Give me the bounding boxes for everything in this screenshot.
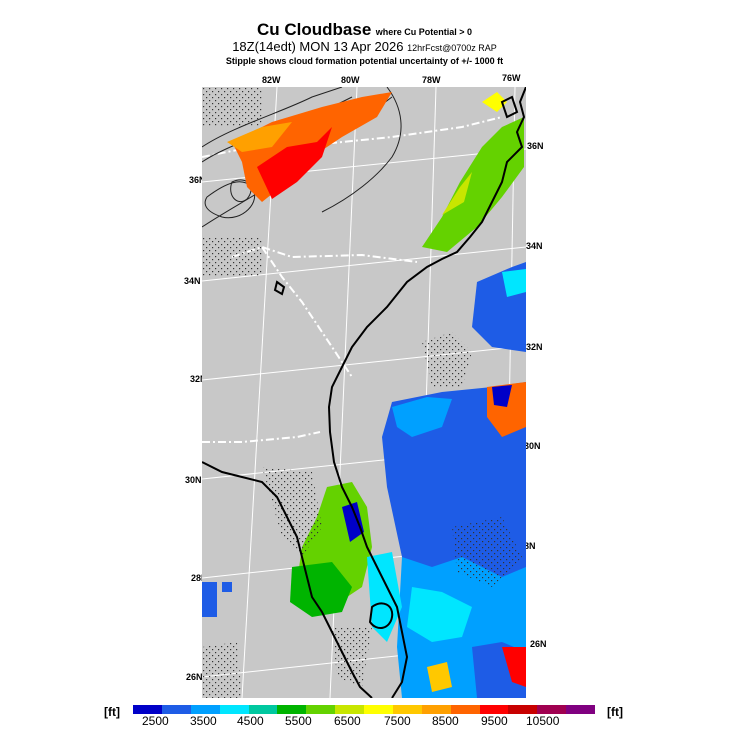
region-navy-offshore: [492, 385, 512, 407]
lake-okeechobee: [368, 602, 394, 629]
colorbar-cell: [190, 705, 220, 714]
lon-label-78w: 78W: [422, 75, 441, 85]
lat-label-28n: 28N: [191, 573, 208, 583]
colorbar-cell: [566, 705, 595, 714]
border-sc-ga: [261, 246, 353, 378]
lat-label-right-30n: 30N: [524, 441, 541, 451]
colorbar-tick-2500: 2500: [142, 714, 169, 728]
colorbar-cell: [335, 705, 364, 714]
colorbar-tick-4500: 4500: [237, 714, 264, 728]
colorbar-tick-9500: 9500: [481, 714, 508, 728]
lat-label-30n: 30N: [185, 475, 202, 485]
colorbar-unit-left: [ft]: [104, 705, 120, 719]
colorbar-cell: [421, 705, 451, 714]
cloudbase-region-florida: [202, 482, 402, 642]
uncertainty-stipple: [202, 87, 522, 698]
colorbar-tick-3500: 3500: [190, 714, 217, 728]
forecast-info-text: 12hrFcst@0700z RAP: [407, 43, 497, 53]
region-red-south: [502, 647, 526, 687]
region-red: [257, 127, 332, 199]
lon-label-76w: 76W: [502, 73, 521, 83]
lon-label-80w: 80W: [341, 75, 360, 85]
outer-banks: [500, 95, 519, 119]
lat-label-right-34n: 34N: [526, 241, 543, 251]
colorbar-cell: [219, 705, 249, 714]
parallel-32n: [202, 345, 526, 381]
map-panel: [202, 87, 526, 698]
region-green-fl: [290, 562, 352, 617]
colorbar-cell: [450, 705, 480, 714]
region-yellowgreen: [442, 172, 472, 215]
lat-label-26n: 26N: [186, 672, 203, 682]
colorbar-unit-right: [ft]: [607, 705, 623, 719]
region-gold-south: [427, 662, 452, 692]
map-svg: [202, 87, 526, 698]
gulf-coastline: [202, 461, 373, 698]
region-yellow: [482, 92, 507, 112]
colorbar-tick-7500: 7500: [384, 714, 411, 728]
colorbar-cell: [277, 705, 307, 714]
border-va-nc: [202, 116, 503, 158]
lat-label-right-28n: 28N: [519, 541, 536, 551]
region-lightblue-north: [392, 397, 452, 437]
colorbar-cell: [508, 705, 538, 714]
chart-subtitle: 18Z(14edt) MON 13 Apr 2026 12hrFcst@0700…: [0, 39, 729, 54]
colorbar-cell: [133, 705, 162, 714]
colorbar-tick-10500: 10500: [526, 714, 560, 728]
region-navy-fl: [342, 502, 364, 542]
lon-label-82w: 82W: [262, 75, 281, 85]
colorbar-cell: [248, 705, 278, 714]
colorbar-cell: [392, 705, 422, 714]
atlantic-coastline: [327, 87, 526, 698]
lat-label-32n: 32N: [190, 374, 207, 384]
region-cyan-north: [502, 269, 526, 297]
lat-label-right-26n: 26N: [530, 639, 547, 649]
colorbar-tick-8500: 8500: [432, 714, 459, 728]
title-main-subtext: where Cu Potential > 0: [375, 27, 473, 37]
lat-label-right-32n: 32N: [526, 342, 543, 352]
coastlines: [202, 87, 526, 698]
region-blue-gulf: [202, 582, 217, 617]
region-lightgreen: [422, 117, 524, 252]
colorbar-cell: [306, 705, 336, 714]
region-cyan-fl: [367, 552, 402, 642]
region-amber: [227, 122, 292, 152]
colorbar-cell: [537, 705, 567, 714]
cloudbase-region-atlantic: [382, 262, 526, 698]
colorbar: [133, 705, 595, 714]
border-ga-fl: [202, 431, 321, 443]
colorbar-tick-5500: 5500: [285, 714, 312, 728]
chart-title: Cu Cloudbase where Cu Potential > 0: [0, 20, 729, 40]
inland-lake: [273, 280, 286, 296]
colorbar-cell: [479, 705, 509, 714]
colorbar-cell: [364, 705, 393, 714]
cloudbase-region-coastal-carolina: [422, 92, 524, 252]
lat-label-right-36n: 36N: [527, 141, 544, 151]
colorbar-cell: [161, 705, 191, 714]
region-cyan-south: [407, 587, 472, 642]
valid-time-text: 18Z(14edt) MON 13 Apr 2026: [232, 39, 404, 54]
cloudbase-region-nc-piedmont: [227, 92, 392, 202]
colorbar-tick-6500: 6500: [334, 714, 361, 728]
stipple-note: Stipple shows cloud formation potential …: [225, 56, 504, 66]
lat-label-34n: 34N: [184, 276, 201, 286]
title-main-text: Cu Cloudbase: [256, 20, 372, 39]
lat-label-36n: 36N: [189, 175, 206, 185]
